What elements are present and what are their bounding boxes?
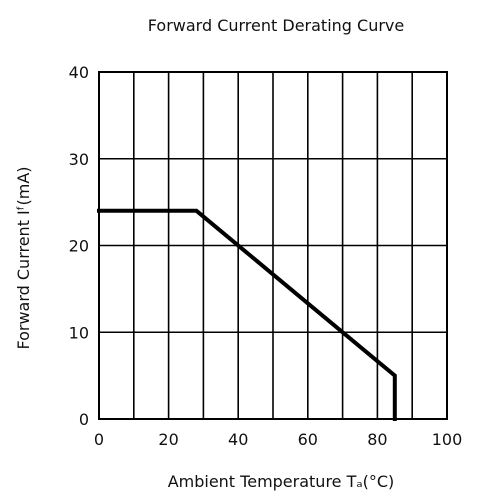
y-tick-label-20: 20 bbox=[69, 237, 89, 256]
y-tick-label-30: 30 bbox=[69, 150, 89, 169]
plot-grid bbox=[99, 72, 447, 419]
x-axis-label: Ambient Temperature Tₐ(°C) bbox=[168, 472, 395, 491]
plot-frame bbox=[98, 71, 448, 420]
x-tick-label-40: 40 bbox=[228, 430, 248, 449]
chart-title: Forward Current Derating Curve bbox=[148, 16, 404, 35]
y-tick-label-0: 0 bbox=[79, 410, 89, 429]
x-tick-label-100: 100 bbox=[432, 430, 463, 449]
series-point-1-4 bbox=[393, 417, 397, 421]
series-line-1 bbox=[97, 208, 397, 421]
x-tick-label-0: 0 bbox=[94, 430, 104, 449]
x-tick-label-60: 60 bbox=[298, 430, 318, 449]
x-tick-label-80: 80 bbox=[367, 430, 387, 449]
x-tick-label-20: 20 bbox=[158, 430, 178, 449]
series-point-1-2 bbox=[194, 209, 198, 213]
y-tick-label-10: 10 bbox=[69, 323, 89, 342]
tick-label-layer: 0 20 40 60 80 100 0 10 20 30 40 bbox=[69, 63, 463, 449]
y-tick-label-40: 40 bbox=[69, 63, 89, 82]
series-layer bbox=[97, 208, 397, 421]
series-point-1-3 bbox=[393, 374, 397, 378]
y-axis-label: Forward Current Iᶠ(mA) bbox=[14, 166, 33, 349]
series-point-1-1 bbox=[97, 209, 101, 213]
